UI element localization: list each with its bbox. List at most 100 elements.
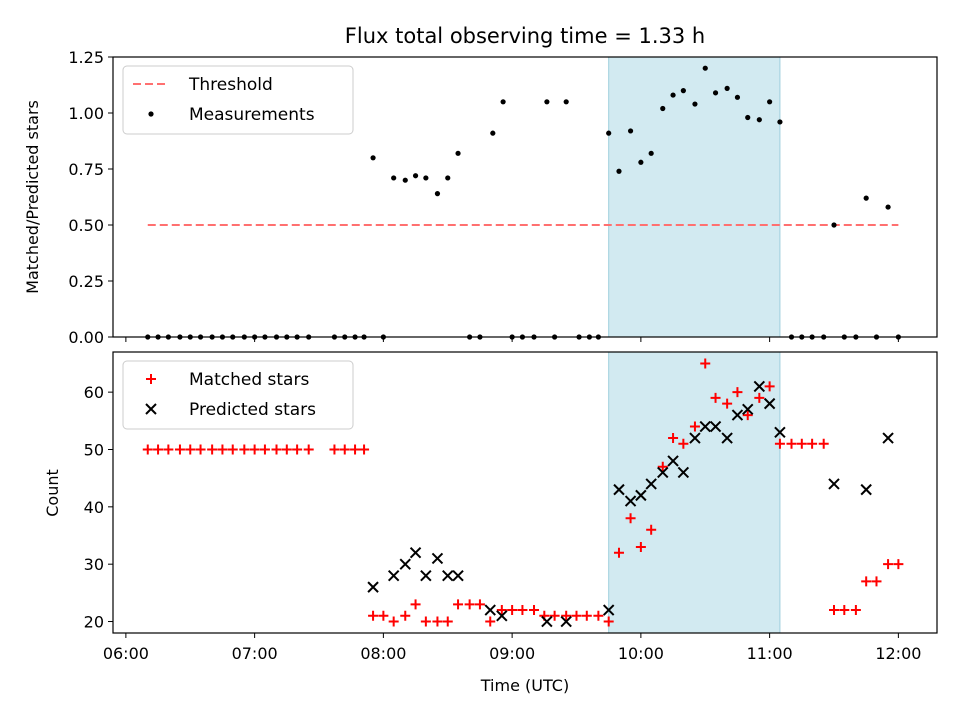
legend-box: [122, 360, 354, 430]
data-point: [677, 466, 690, 479]
legend: Matched stars Predicted stars: [122, 360, 354, 430]
legend-box: [122, 65, 354, 135]
data-point: [724, 85, 730, 91]
data-point: [434, 191, 441, 197]
x-tick-label: 06:00: [103, 644, 149, 663]
data-point: [474, 599, 485, 610]
data-point: [635, 541, 646, 552]
panel-ratio: 0.00 0.25 0.50 0.75 1.00 1.25 Threshold Measure…: [68, 48, 938, 347]
x-tick-label: 12:00: [875, 644, 921, 663]
data-point: [753, 380, 766, 393]
y-tick-label: 0.50: [68, 216, 104, 235]
data-point: [432, 616, 443, 627]
data-point: [163, 444, 174, 455]
y-tick-label: 20: [84, 613, 104, 632]
data-point: [529, 605, 540, 616]
data-point: [292, 444, 303, 455]
data-point: [732, 387, 743, 398]
data-point: [796, 438, 807, 449]
data-point: [402, 177, 408, 183]
data-point: [763, 397, 776, 410]
data-point: [670, 92, 676, 98]
data-point: [731, 409, 744, 421]
data-point: [455, 150, 461, 156]
data-point: [517, 605, 528, 616]
data-point: [195, 444, 206, 455]
data-point: [722, 398, 733, 409]
data-point: [370, 155, 376, 161]
data-point: [378, 610, 389, 621]
data-point: [606, 130, 612, 136]
data-point: [409, 547, 422, 559]
data-point: [603, 616, 614, 627]
data-point: [863, 195, 869, 201]
data-point: [678, 438, 689, 449]
data-point: [339, 444, 350, 455]
data-point: [410, 599, 421, 610]
data-point: [281, 444, 292, 455]
data-point: [412, 173, 419, 179]
x-tick-label: 09:00: [489, 644, 535, 663]
data-point: [239, 444, 250, 455]
data-point: [431, 552, 444, 565]
data-point: [593, 610, 604, 621]
data-point: [777, 119, 783, 125]
data-point: [648, 150, 654, 156]
data-point: [581, 610, 592, 621]
x-tick-label: 11:00: [747, 644, 793, 663]
data-point: [700, 358, 711, 369]
data-point: [571, 610, 582, 621]
y-axis-label-count: Count: [43, 469, 62, 517]
legend-label: Measurements: [189, 105, 315, 125]
data-point: [742, 403, 754, 416]
data-point: [227, 444, 238, 455]
y-tick-label: 0.00: [68, 328, 104, 347]
data-point: [368, 610, 379, 621]
data-point: [420, 569, 432, 582]
data-point: [561, 610, 572, 621]
data-point: [850, 605, 861, 616]
x-tick-label: 08:00: [360, 644, 406, 663]
data-point: [829, 605, 839, 616]
y-tick-label: 1.25: [68, 48, 104, 67]
data-point: [818, 438, 829, 449]
data-point: [807, 438, 818, 449]
data-point: [831, 222, 837, 228]
data-point: [391, 175, 397, 181]
legend-label: Matched stars: [189, 370, 309, 390]
data-point: [616, 168, 622, 174]
data-point: [420, 616, 431, 627]
data-point: [387, 569, 400, 582]
data-point: [657, 466, 669, 479]
data-point: [745, 114, 751, 121]
data-point: [756, 117, 762, 123]
data-point: [350, 444, 361, 455]
data-point: [500, 99, 506, 105]
data-point: [549, 610, 560, 621]
data-point: [271, 444, 282, 455]
panel-count: 20 30 40 50 60 06:00 07:00 08:00 09:00 10:00 11:00…: [84, 351, 938, 663]
data-point: [359, 444, 370, 455]
data-point: [388, 616, 399, 627]
data-point: [638, 159, 644, 165]
data-point: [496, 605, 507, 616]
data-point: [709, 420, 722, 433]
data-point: [721, 432, 733, 444]
x-tick-label: 10:00: [618, 644, 664, 663]
data-point: [839, 605, 850, 616]
data-point: [464, 599, 475, 610]
data-point: [667, 455, 679, 467]
data-point: [453, 599, 464, 610]
data-point: [657, 461, 668, 472]
data-point: [635, 489, 647, 502]
data-point: [207, 444, 218, 455]
y-tick-label: 1.00: [68, 104, 104, 123]
data-point: [774, 438, 785, 449]
data-point: [786, 438, 797, 449]
data-point: [490, 130, 496, 136]
data-point: [702, 65, 708, 71]
data-point: [442, 616, 453, 627]
data-point: [185, 444, 196, 455]
data-point: [541, 615, 553, 628]
